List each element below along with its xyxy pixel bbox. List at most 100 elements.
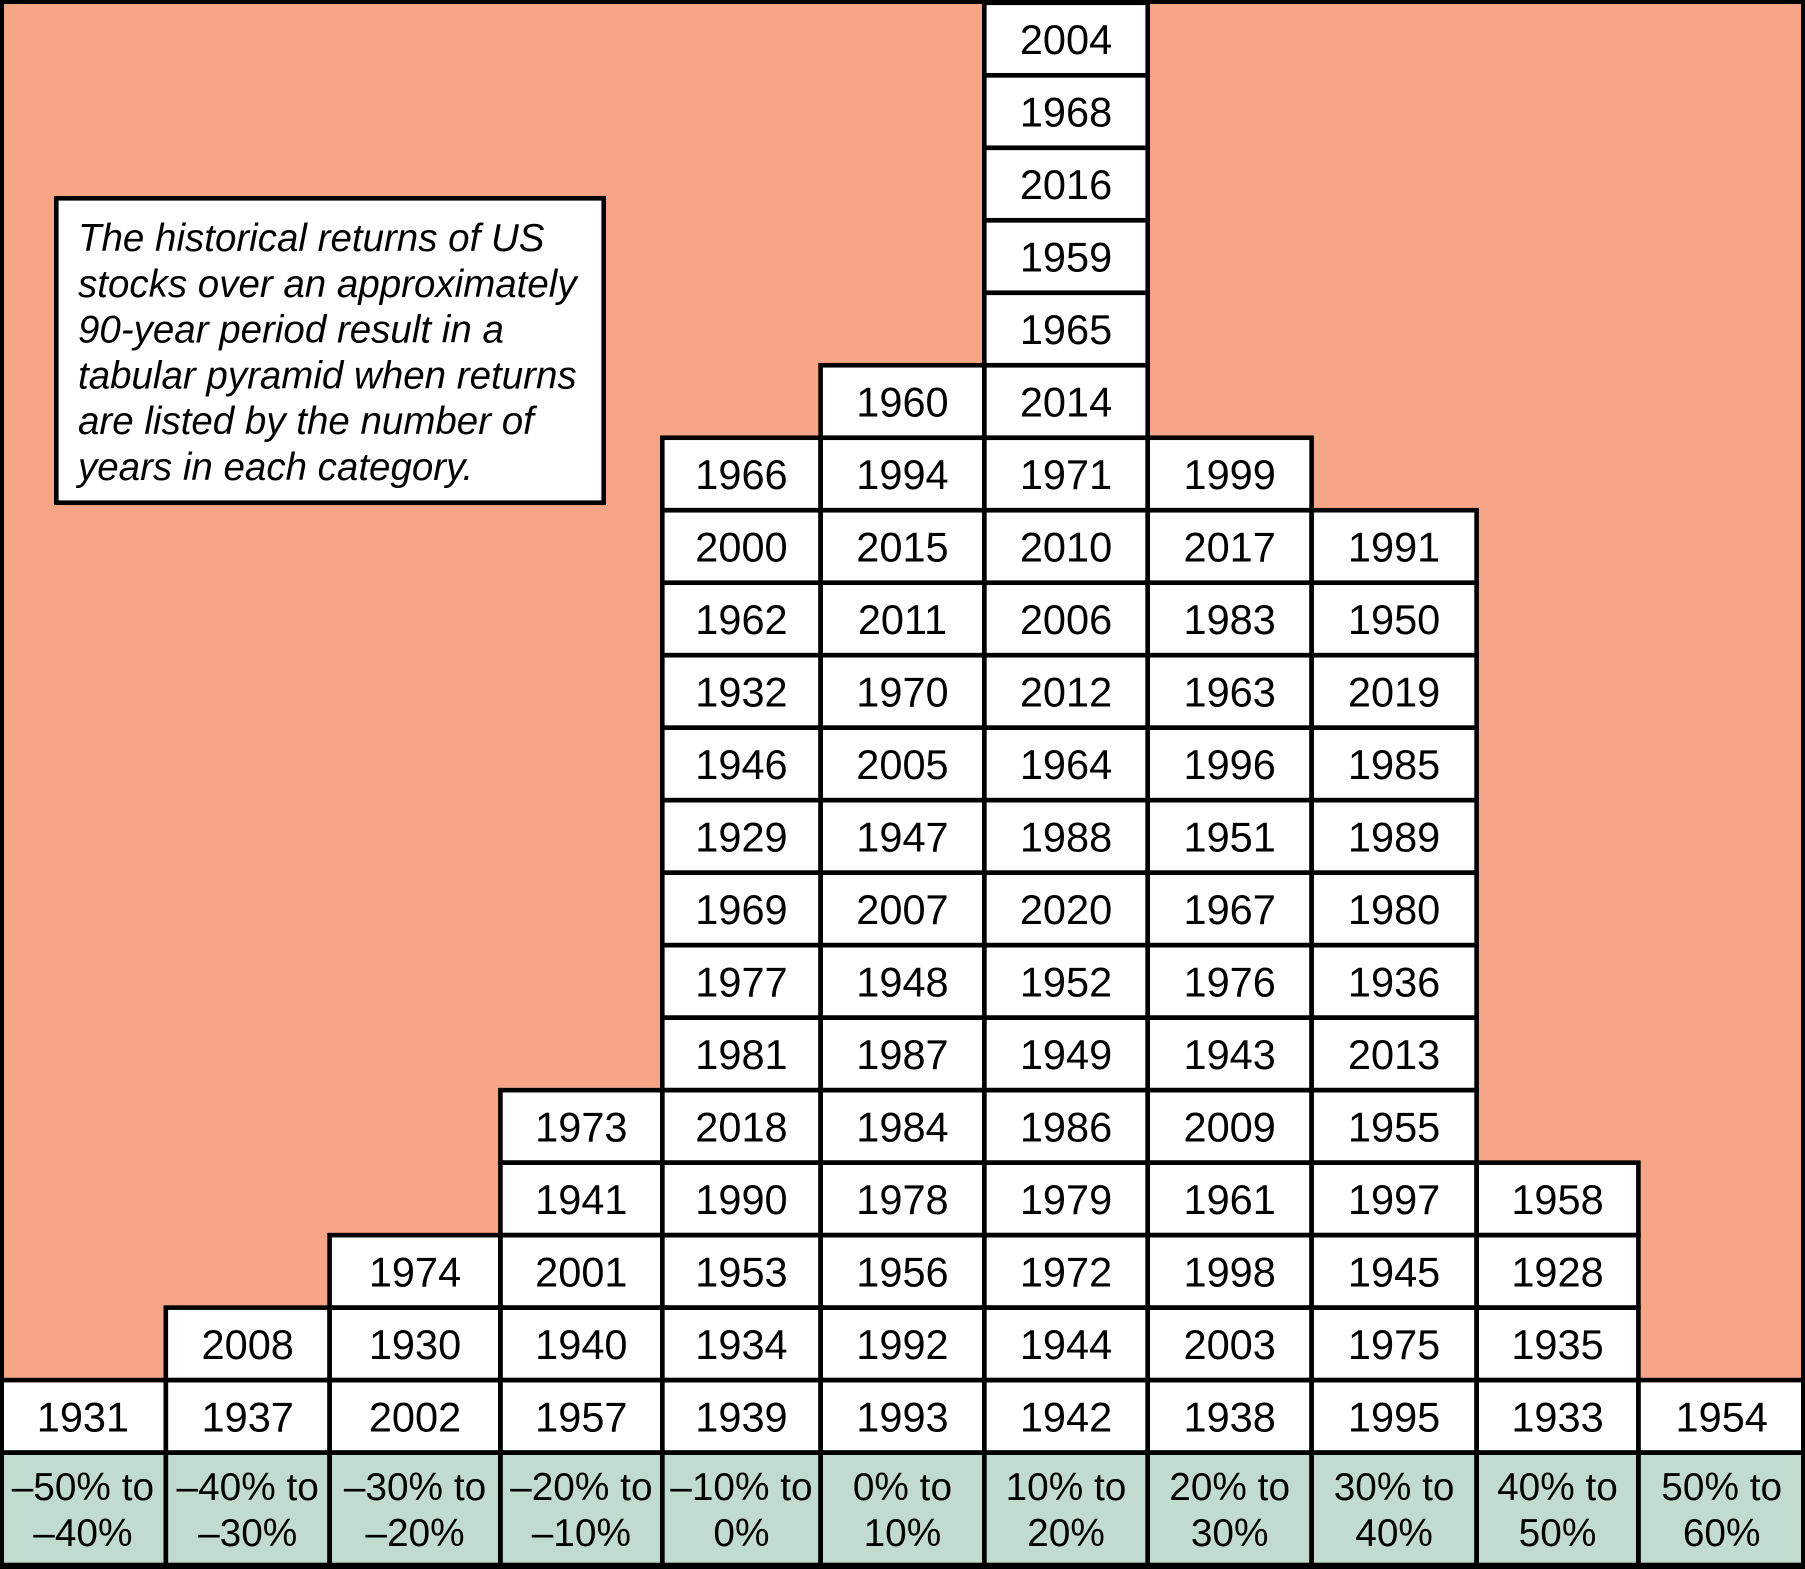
svg-text:stocks over an approximately: stocks over an approximately [78, 263, 579, 306]
svg-text:2005: 2005 [856, 741, 948, 788]
svg-text:1966: 1966 [695, 451, 787, 498]
svg-text:1953: 1953 [695, 1248, 787, 1295]
svg-text:years in each category.: years in each category. [75, 446, 473, 489]
svg-text:1957: 1957 [535, 1393, 627, 1440]
svg-text:–40%: –40% [33, 1512, 132, 1555]
svg-text:1955: 1955 [1348, 1103, 1440, 1150]
svg-text:1975: 1975 [1348, 1321, 1440, 1368]
svg-text:1963: 1963 [1183, 668, 1275, 715]
svg-text:tabular pyramid when returns: tabular pyramid when returns [78, 354, 577, 397]
svg-text:1980: 1980 [1348, 886, 1440, 933]
svg-text:The historical returns of US: The historical returns of US [78, 217, 545, 260]
svg-text:–20%: –20% [365, 1512, 464, 1555]
svg-text:–30%: –30% [198, 1512, 297, 1555]
svg-text:1972: 1972 [1020, 1248, 1112, 1295]
svg-text:90-year period result in a: 90-year period result in a [78, 309, 504, 352]
svg-text:2000: 2000 [695, 523, 787, 570]
svg-text:1984: 1984 [856, 1103, 948, 1150]
svg-text:1937: 1937 [202, 1393, 294, 1440]
svg-text:1946: 1946 [695, 741, 787, 788]
svg-text:1959: 1959 [1020, 234, 1112, 281]
svg-text:2012: 2012 [1020, 668, 1112, 715]
svg-text:1944: 1944 [1020, 1321, 1112, 1368]
svg-text:1951: 1951 [1183, 813, 1275, 860]
svg-text:1971: 1971 [1020, 451, 1112, 498]
svg-text:2007: 2007 [856, 886, 948, 933]
svg-text:2018: 2018 [695, 1103, 787, 1150]
svg-text:20% to: 20% to [1169, 1466, 1290, 1509]
svg-text:1967: 1967 [1183, 886, 1275, 933]
svg-text:10%: 10% [864, 1512, 942, 1555]
svg-text:2016: 2016 [1020, 161, 1112, 208]
svg-text:1948: 1948 [856, 958, 948, 1005]
svg-text:1986: 1986 [1020, 1103, 1112, 1150]
svg-text:30%: 30% [1191, 1512, 1269, 1555]
svg-text:50% to: 50% to [1661, 1466, 1782, 1509]
svg-text:1945: 1945 [1348, 1248, 1440, 1295]
svg-text:1930: 1930 [369, 1321, 461, 1368]
svg-text:1974: 1974 [369, 1248, 461, 1295]
svg-text:–10% to: –10% to [670, 1466, 812, 1509]
svg-text:1999: 1999 [1183, 451, 1275, 498]
svg-text:–10%: –10% [532, 1512, 631, 1555]
svg-text:10% to: 10% to [1006, 1466, 1127, 1509]
svg-text:2004: 2004 [1020, 16, 1112, 63]
svg-text:1993: 1993 [856, 1393, 948, 1440]
svg-text:–20% to: –20% to [510, 1466, 652, 1509]
svg-text:2003: 2003 [1183, 1321, 1275, 1368]
svg-text:1956: 1956 [856, 1248, 948, 1295]
svg-text:1962: 1962 [695, 596, 787, 643]
svg-text:1954: 1954 [1676, 1393, 1768, 1440]
svg-text:1992: 1992 [856, 1321, 948, 1368]
svg-text:1995: 1995 [1348, 1393, 1440, 1440]
svg-text:1977: 1977 [695, 958, 787, 1005]
svg-text:1958: 1958 [1511, 1176, 1603, 1223]
svg-text:1932: 1932 [695, 668, 787, 715]
svg-text:2014: 2014 [1020, 379, 1112, 426]
svg-text:–50% to: –50% to [12, 1466, 154, 1509]
svg-text:1947: 1947 [856, 813, 948, 860]
svg-text:1981: 1981 [695, 1031, 787, 1078]
svg-text:1933: 1933 [1511, 1393, 1603, 1440]
svg-text:2010: 2010 [1020, 523, 1112, 570]
svg-text:–30% to: –30% to [344, 1466, 486, 1509]
svg-text:2011: 2011 [858, 596, 947, 643]
svg-text:1942: 1942 [1020, 1393, 1112, 1440]
svg-text:1988: 1988 [1020, 813, 1112, 860]
svg-text:1931: 1931 [37, 1393, 129, 1440]
svg-text:1990: 1990 [695, 1176, 787, 1223]
svg-text:2020: 2020 [1020, 886, 1112, 933]
svg-text:are listed by the number of: are listed by the number of [78, 400, 538, 443]
svg-text:1941: 1941 [535, 1176, 627, 1223]
svg-text:1961: 1961 [1183, 1176, 1275, 1223]
svg-text:1938: 1938 [1183, 1393, 1275, 1440]
svg-text:2013: 2013 [1348, 1031, 1440, 1078]
svg-text:50%: 50% [1519, 1512, 1597, 1555]
svg-text:1936: 1936 [1348, 958, 1440, 1005]
svg-text:0% to: 0% to [853, 1466, 952, 1509]
svg-text:–40% to: –40% to [177, 1466, 319, 1509]
svg-text:1969: 1969 [695, 886, 787, 933]
svg-text:2015: 2015 [856, 523, 948, 570]
svg-text:1928: 1928 [1511, 1248, 1603, 1295]
svg-text:60%: 60% [1683, 1512, 1761, 1555]
svg-text:1952: 1952 [1020, 958, 1112, 1005]
svg-text:1965: 1965 [1020, 306, 1112, 353]
svg-text:1960: 1960 [856, 379, 948, 426]
svg-text:1987: 1987 [856, 1031, 948, 1078]
svg-text:1968: 1968 [1020, 89, 1112, 136]
svg-text:2001: 2001 [535, 1248, 627, 1295]
svg-text:1943: 1943 [1183, 1031, 1275, 1078]
svg-text:1934: 1934 [695, 1321, 787, 1368]
svg-text:1994: 1994 [856, 451, 948, 498]
svg-text:1983: 1983 [1183, 596, 1275, 643]
svg-text:1997: 1997 [1348, 1176, 1440, 1223]
svg-text:1985: 1985 [1348, 741, 1440, 788]
svg-text:2008: 2008 [202, 1321, 294, 1368]
svg-text:1935: 1935 [1511, 1321, 1603, 1368]
svg-text:30% to: 30% to [1334, 1466, 1455, 1509]
svg-text:1964: 1964 [1020, 741, 1112, 788]
svg-text:1970: 1970 [856, 668, 948, 715]
svg-text:1950: 1950 [1348, 596, 1440, 643]
svg-text:2017: 2017 [1183, 523, 1275, 570]
